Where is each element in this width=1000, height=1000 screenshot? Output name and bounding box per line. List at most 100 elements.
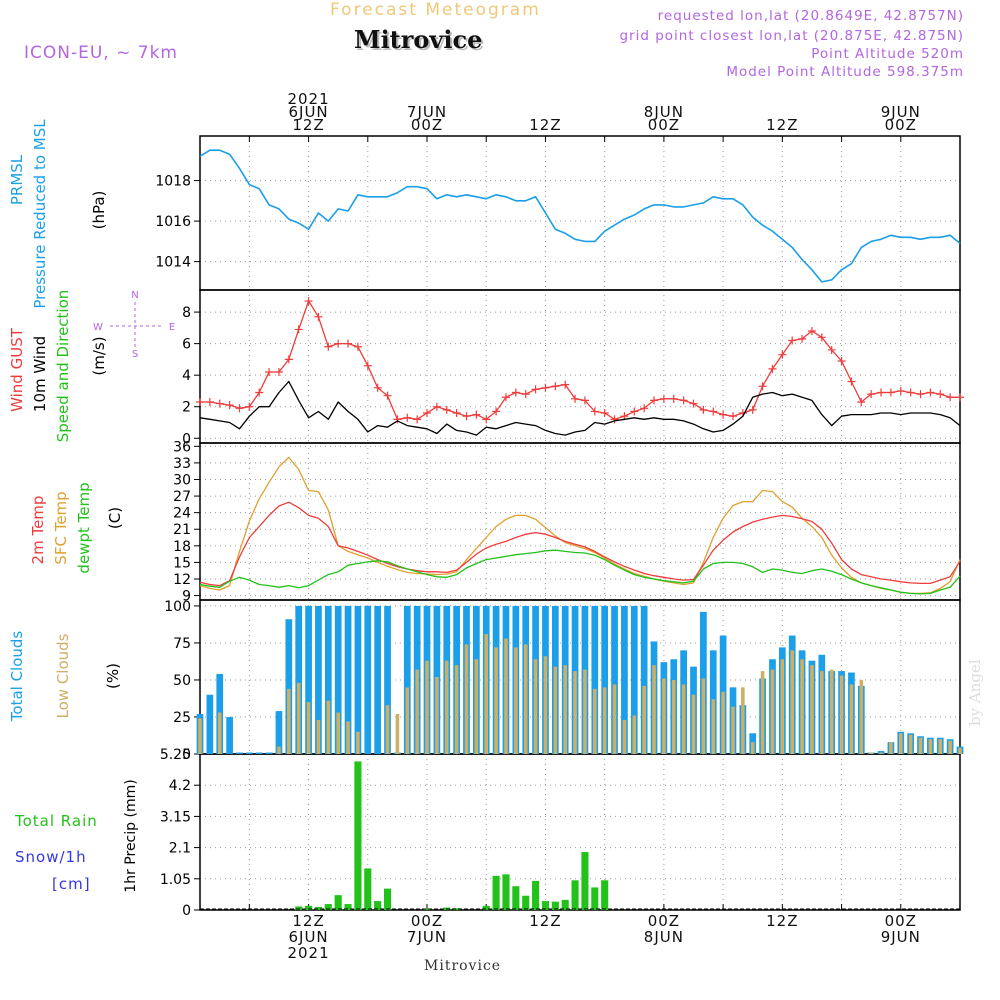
low-cloud-bar bbox=[770, 669, 775, 754]
low-cloud-bar bbox=[277, 746, 281, 754]
top-time-label: 9JUN bbox=[881, 103, 921, 121]
rain-bar bbox=[354, 761, 362, 910]
gust-point bbox=[748, 405, 757, 414]
rain-bar bbox=[532, 880, 540, 910]
gust-point bbox=[590, 407, 599, 416]
gust-point bbox=[650, 396, 659, 405]
top-time-label: 00Z bbox=[648, 116, 680, 134]
gust-point bbox=[571, 394, 580, 403]
station-title: Mitrovice bbox=[354, 25, 483, 54]
gust-point bbox=[413, 415, 422, 424]
gust-point bbox=[393, 415, 402, 424]
gust-point bbox=[669, 394, 678, 403]
panel-precip: 0 1.05 2.1 3.15 4.2 5.25 bbox=[160, 747, 961, 919]
gust-point bbox=[274, 368, 283, 377]
panel-frame bbox=[199, 599, 961, 755]
total-cloud-bar bbox=[305, 605, 312, 754]
low-cloud-bar bbox=[790, 650, 794, 754]
rain-bar bbox=[492, 875, 500, 910]
low-cloud-bar bbox=[701, 678, 706, 754]
clouds-label-low: Low Clouds bbox=[54, 633, 72, 718]
y-tick-label: 33 bbox=[173, 456, 191, 472]
gust-point bbox=[531, 385, 540, 394]
low-cloud-bar bbox=[780, 659, 785, 754]
total-cloud-bar bbox=[374, 605, 382, 754]
y-tick-label: 6 bbox=[182, 337, 191, 353]
temp-label-sfc: SFC Temp bbox=[52, 491, 70, 564]
gust-point bbox=[857, 397, 866, 406]
gust-point bbox=[946, 393, 955, 402]
y-tick-label: 50 bbox=[173, 673, 191, 689]
total-cloud-bar bbox=[275, 711, 283, 754]
low-cloud-bar bbox=[938, 739, 943, 754]
gust-point bbox=[709, 407, 718, 416]
low-cloud-bar bbox=[316, 719, 321, 754]
low-cloud-bar bbox=[622, 719, 627, 754]
total-cloud-bar bbox=[621, 605, 628, 754]
rain-bar bbox=[334, 895, 342, 910]
model-info: ICON-EU, ~ 7km bbox=[24, 43, 178, 63]
total-cloud-bar bbox=[611, 605, 618, 754]
clouds-unit: (%) bbox=[104, 663, 122, 689]
gust-point bbox=[580, 396, 589, 405]
low-cloud-bar bbox=[415, 669, 419, 754]
bottom-time-label: 9JUN bbox=[881, 928, 921, 946]
gust-point bbox=[827, 345, 836, 354]
pressure-label-msl: Pressure Reduced to MSL bbox=[31, 119, 49, 309]
gust-point bbox=[798, 334, 807, 343]
gust-point bbox=[245, 402, 254, 411]
gust-point bbox=[541, 383, 550, 392]
rain-bar bbox=[364, 868, 372, 910]
gust-point bbox=[758, 382, 767, 391]
low-cloud-bar bbox=[583, 669, 587, 754]
gust-point bbox=[659, 394, 668, 403]
low-cloud-bar bbox=[306, 702, 311, 754]
rain-bar bbox=[305, 905, 313, 910]
gust-point bbox=[225, 401, 234, 410]
rain-bar bbox=[344, 904, 352, 910]
gust-point bbox=[936, 390, 945, 399]
low-cloud-bar bbox=[425, 660, 429, 754]
low-cloud-bar bbox=[523, 644, 528, 754]
bottom-time-label: 7JUN bbox=[407, 928, 447, 946]
gust-point bbox=[886, 388, 895, 397]
top-time-label: 00Z bbox=[885, 116, 917, 134]
gust-point bbox=[255, 388, 264, 397]
gust-point bbox=[817, 333, 826, 342]
low-cloud-bar bbox=[395, 714, 400, 754]
low-cloud-bar bbox=[711, 699, 716, 754]
total-cloud-bar bbox=[245, 752, 253, 754]
pressure-line bbox=[199, 149, 961, 283]
gust-point bbox=[265, 368, 274, 377]
low-cloud-bar bbox=[859, 679, 864, 754]
clouds-label-total: Total Clouds bbox=[8, 631, 26, 723]
gust-point bbox=[896, 386, 905, 395]
gust-point bbox=[324, 342, 333, 351]
model-altitude: Model Point Altitude 598.375m bbox=[726, 64, 964, 80]
low-cloud-bar bbox=[958, 748, 962, 754]
compass-w: W bbox=[93, 322, 103, 333]
y-tick-label: 1016 bbox=[155, 214, 191, 230]
rain-bar bbox=[581, 852, 589, 910]
gust-point bbox=[314, 312, 323, 321]
low-cloud-bar bbox=[928, 739, 933, 754]
rain-bar bbox=[541, 901, 550, 910]
requested-lonlat: requested lon,lat (20.8649E, 42.8757N) bbox=[657, 8, 964, 24]
precip-label-snow: Snow/1h bbox=[15, 848, 87, 866]
low-cloud-bar bbox=[553, 666, 558, 754]
bottom-time-label: 12Z bbox=[292, 912, 324, 930]
rain-bar bbox=[314, 907, 322, 910]
gust-point bbox=[442, 405, 451, 414]
sfc-temp-line bbox=[199, 456, 961, 595]
gust-point bbox=[926, 388, 935, 397]
low-cloud-bar bbox=[652, 665, 656, 754]
temp-label-2m: 2m Temp bbox=[29, 496, 47, 565]
gust-point bbox=[492, 407, 501, 416]
gust-point bbox=[956, 393, 964, 402]
compass-e: E bbox=[169, 322, 175, 333]
gust-point bbox=[383, 391, 392, 400]
gust-point bbox=[728, 412, 737, 421]
gust-point bbox=[768, 364, 777, 373]
gust-point bbox=[679, 396, 688, 405]
total-cloud-bar bbox=[265, 752, 273, 754]
